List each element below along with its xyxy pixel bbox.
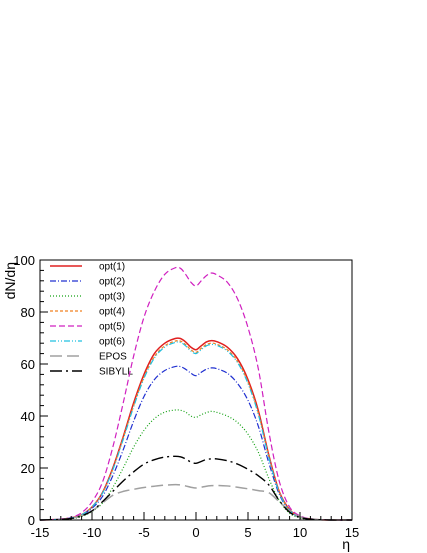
- legend-label-1: opt(2): [99, 277, 125, 288]
- x-tick-label: -10: [83, 525, 102, 540]
- legend: opt(1) opt(2) opt(3) opt(4) opt(5) opt(6) EPOS…: [50, 262, 133, 378]
- series-line-4: [39, 266, 352, 521]
- x-tick-label: -5: [138, 525, 150, 540]
- x-axis-ticks: -15 -10 -5 0 5 10 15: [31, 512, 359, 540]
- y-axis-ticks: 0 20 40 60 80 100: [13, 253, 48, 528]
- series-line-1: [39, 365, 352, 521]
- legend-label-7: SIBYLL: [99, 367, 133, 378]
- x-tick-label: 15: [345, 525, 359, 540]
- plot-frame: [39, 259, 353, 521]
- y-axis-title: dN/dη: [2, 262, 18, 299]
- series-line-7: [39, 455, 352, 521]
- series-line-2: [39, 409, 352, 521]
- legend-label-4: opt(5): [99, 322, 125, 333]
- legend-label-5: opt(6): [99, 337, 125, 348]
- series-line-0: [39, 337, 352, 521]
- legend-label-0: opt(1): [99, 262, 125, 273]
- x-tick-label: 10: [293, 525, 307, 540]
- legend-label-6: EPOS: [99, 352, 127, 363]
- legend-label-3: opt(4): [99, 307, 125, 318]
- y-tick-label: 20: [21, 461, 35, 476]
- x-tick-label: 5: [244, 525, 251, 540]
- x-tick-label: -15: [31, 525, 50, 540]
- x-tick-label: 0: [192, 525, 199, 540]
- x-axis-title: η: [342, 536, 350, 552]
- y-tick-label: 100: [13, 253, 35, 268]
- series-line-3: [39, 340, 352, 521]
- series-curves: [39, 266, 352, 521]
- y-tick-label: 80: [21, 305, 35, 320]
- series-line-6: [39, 483, 352, 521]
- series-line-5: [39, 341, 352, 521]
- y-tick-label: 40: [21, 409, 35, 424]
- y-tick-label: 60: [21, 357, 35, 372]
- legend-label-2: opt(3): [99, 292, 125, 303]
- y-tick-label: 0: [28, 513, 35, 528]
